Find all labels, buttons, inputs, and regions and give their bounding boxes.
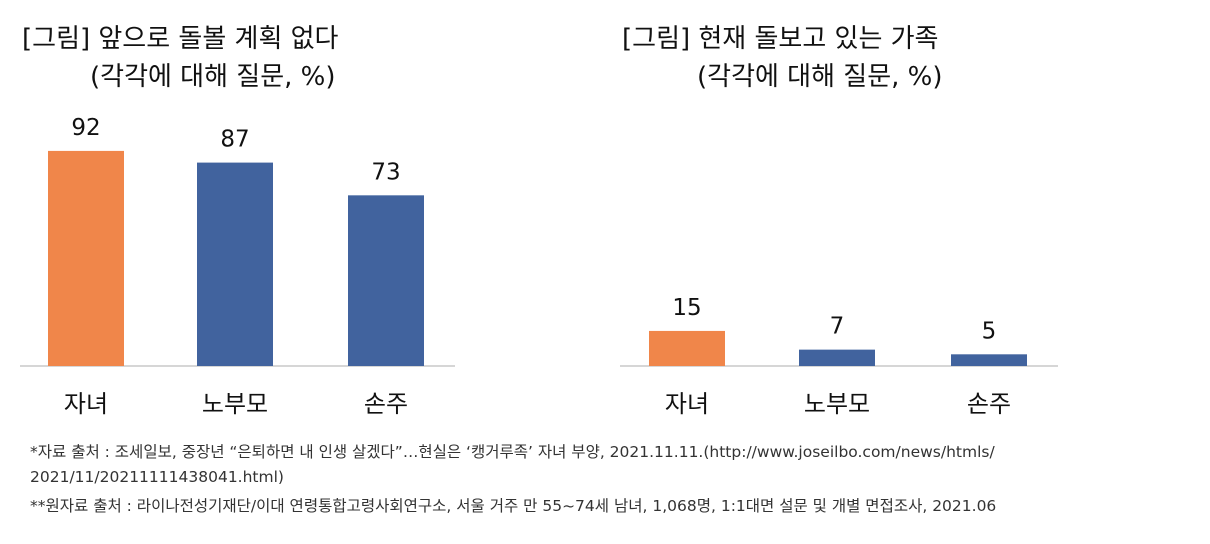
bar	[197, 162, 273, 366]
chart-plot-area: 15 자녀 7 노부모 5 손주	[620, 295, 1058, 418]
footnote-source: *자료 출처 : 조세일보, 중장년 “은퇴하면 내 인생 살겠다”…현실은 ‘…	[30, 443, 995, 461]
data-label: 87	[220, 127, 249, 153]
chart-subtitle: (각각에 대해 질문, %)	[697, 62, 943, 92]
footnote-source-url: 2021/11/20211111438041.html)	[30, 468, 284, 486]
data-label: 7	[830, 314, 845, 340]
chart-title: [그림] 현재 돌보고 있는 가족	[622, 24, 939, 54]
bar	[799, 349, 875, 366]
bar	[649, 330, 725, 366]
chart-title: [그림] 앞으로 돌볼 계획 없다	[22, 24, 339, 54]
chart-plot-area: 92 자녀 87 노부모 73 손주	[20, 115, 455, 418]
bar	[48, 150, 124, 366]
x-tick-label: 손주	[364, 390, 408, 418]
x-tick-label: 자녀	[64, 390, 108, 418]
x-tick-label: 자녀	[665, 390, 709, 418]
x-tick-label: 손주	[967, 390, 1011, 418]
data-label: 73	[371, 159, 400, 185]
data-label: 15	[672, 295, 701, 321]
chart-current-care: [그림] 현재 돌보고 있는 가족 (각각에 대해 질문, %) 15 자녀 7 노부…	[600, 0, 1210, 430]
x-tick-label: 노부모	[202, 390, 268, 418]
data-label: 5	[982, 318, 997, 344]
bar	[951, 354, 1027, 366]
footnote-original-source: **원자료 출처 : 라이나전성기재단/이대 연령통합고령사회연구소, 서울 거…	[30, 497, 997, 515]
x-tick-label: 노부모	[804, 390, 870, 418]
data-label: 92	[71, 115, 100, 141]
chart-future-care-plan: [그림] 앞으로 돌볼 계획 없다 (각각에 대해 질문, %) 92 자녀 87 노…	[0, 0, 600, 430]
chart-subtitle: (각각에 대해 질문, %)	[90, 62, 336, 92]
bar	[348, 195, 424, 366]
